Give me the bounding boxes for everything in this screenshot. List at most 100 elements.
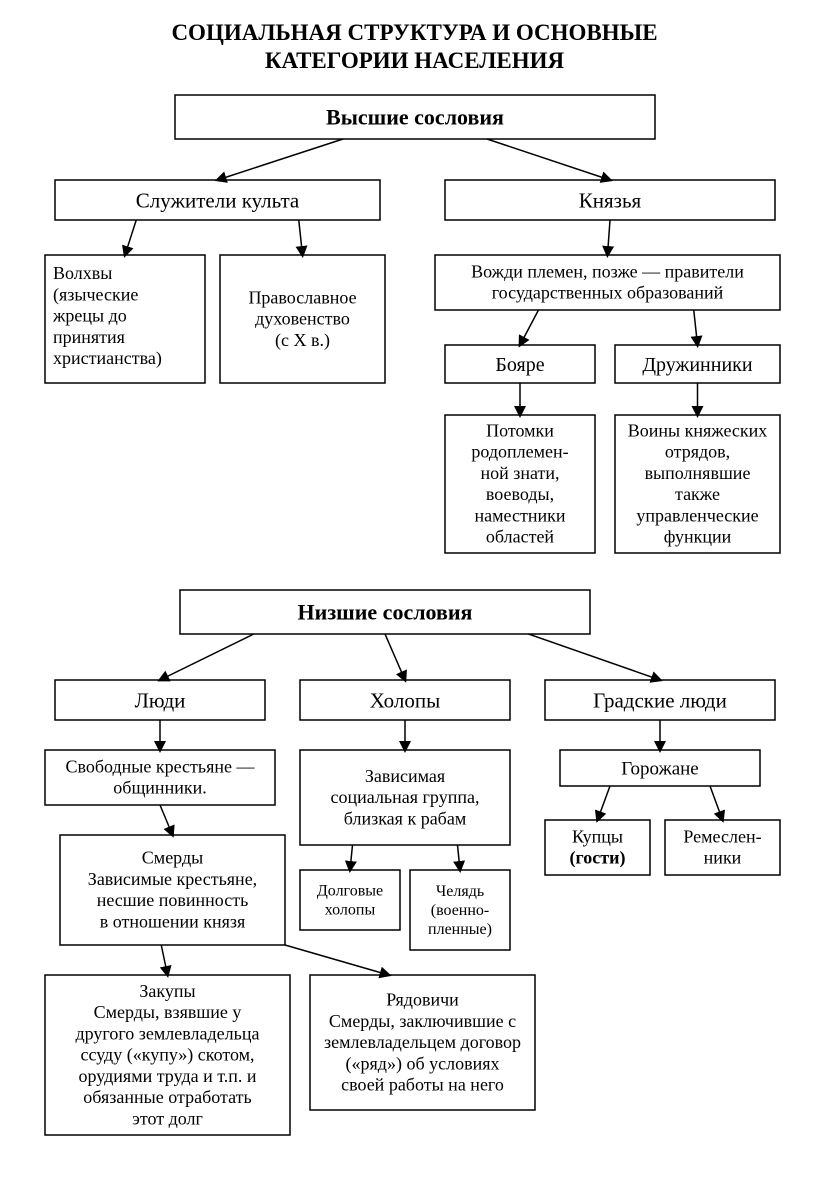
svg-text:другого землевладельца: другого землевладельца: [76, 1023, 260, 1043]
node-smerdy: СмердыЗависимые крестьяне,несшие повинно…: [60, 835, 285, 945]
edge-vozhdi-druzh: [694, 310, 698, 345]
svg-text:воеводы,: воеводы,: [486, 484, 554, 504]
node-cult: Служители культа: [55, 180, 380, 220]
svg-text:Горожане: Горожане: [621, 759, 699, 780]
edge-zavis-chel: [458, 845, 461, 870]
svg-text:управленческие: управленческие: [636, 505, 758, 525]
svg-text:в отношении князя: в отношении князя: [100, 911, 246, 931]
svg-text:ссуду («купу») скотом,: ссуду («купу») скотом,: [80, 1045, 254, 1066]
svg-text:обязанные отработать: обязанные отработать: [83, 1087, 251, 1107]
node-svobod: Свободные крестьяне —общинники.: [45, 750, 275, 805]
edge-smerdy-zakupy: [161, 945, 167, 975]
svg-text:Челядь: Челядь: [436, 883, 484, 900]
edge-smerdy-ryad: [285, 945, 389, 975]
svg-text:Зависимая: Зависимая: [365, 766, 445, 786]
edge-cult-pravo: [299, 220, 303, 255]
svg-text:Рядовичи: Рядовичи: [386, 990, 459, 1010]
svg-text:родоплемен-: родоплемен-: [471, 442, 568, 462]
node-volhvy: Волхвы(языческиежрецы допринятияхристиан…: [45, 255, 205, 383]
node-boyare_d: Потомкиродоплемен-ной знати,воеводы,наме…: [445, 415, 595, 553]
svg-text:Смерды, заключившие с: Смерды, заключившие с: [329, 1011, 516, 1031]
diagram-title-line-1: КАТЕГОРИИ НАСЕЛЕНИЯ: [265, 48, 565, 73]
svg-text:Закупы: Закупы: [139, 981, 195, 1001]
svg-text:Православное: Православное: [248, 287, 356, 307]
node-pravo: Православноедуховенство(с X в.): [220, 255, 385, 383]
node-zakupy: ЗакупыСмерды, взявшие удругого землевлад…: [45, 975, 290, 1135]
node-princes: Князья: [445, 180, 775, 220]
svg-text:(с X в.): (с X в.): [275, 330, 330, 351]
edge-low-lyudi: [160, 634, 254, 680]
edge-princes-vozhdi: [608, 220, 611, 255]
edge-vozhdi-boyare: [520, 310, 539, 345]
node-chel: Челядь (военно-пленные): [410, 870, 510, 950]
svg-text:духовенство: духовенство: [255, 309, 350, 329]
svg-text:Князья: Князья: [579, 188, 642, 212]
diagram-title-line-0: СОЦИАЛЬНАЯ СТРУКТУРА И ОСНОВНЫЕ: [171, 20, 657, 45]
node-grads: Градские люди: [545, 680, 775, 720]
svg-text:Холопы: Холопы: [370, 688, 440, 712]
svg-text:Свободные крестьяне —: Свободные крестьяне —: [65, 756, 255, 776]
svg-text:ники: ники: [704, 848, 742, 868]
svg-text:Зависимые крестьяне,: Зависимые крестьяне,: [88, 869, 257, 889]
svg-text:выполнявшие: выполнявшие: [645, 463, 751, 483]
edge-low-holopy: [385, 634, 405, 680]
svg-text:христианства): христианства): [53, 348, 162, 369]
node-low: Низшие сословия: [180, 590, 590, 634]
svg-text:землевладельцем договор: землевладельцем договор: [324, 1032, 521, 1052]
node-vozhdi: Вожди племен, позже — правителигосударст…: [435, 255, 780, 310]
node-gorod: Горожане: [560, 750, 760, 786]
edge-zavis-dolg: [350, 845, 353, 870]
svg-text:(«ряд») об условиях: («ряд») об условиях: [346, 1053, 500, 1074]
svg-text:пленные): пленные): [428, 921, 492, 938]
svg-text:Смерды, взявшие у: Смерды, взявшие у: [94, 1002, 242, 1022]
svg-text:Купцы: Купцы: [572, 826, 623, 846]
svg-text:Высшие сословия: Высшие сословия: [326, 105, 504, 130]
svg-text:также: также: [675, 484, 720, 504]
edge-top-princes: [487, 139, 610, 180]
svg-text:орудиями труда и т.п. и: орудиями труда и т.п. и: [79, 1066, 257, 1086]
svg-text:близкая к рабам: близкая к рабам: [344, 808, 466, 828]
svg-text:этот долг: этот долг: [132, 1108, 203, 1128]
edge-svobod-smerdy: [160, 805, 173, 835]
node-druzh_d: Воины княжескихотрядов,выполнявшиетакжеу…: [615, 415, 780, 553]
svg-text:своей работы на него: своей работы на него: [341, 1075, 504, 1095]
edge-gorod-remes: [710, 786, 723, 820]
node-boyare: Бояре: [445, 345, 595, 383]
svg-text:Воины княжеских: Воины княжеских: [628, 420, 768, 440]
svg-text:ной знати,: ной знати,: [480, 463, 559, 483]
svg-text:Долговые: Долговые: [317, 883, 383, 900]
svg-text:функции: функции: [664, 527, 732, 547]
svg-text:(языческие: (языческие: [53, 284, 138, 305]
svg-text:холопы: холопы: [325, 901, 376, 918]
svg-text:наместники: наместники: [475, 505, 566, 525]
svg-text:Вожди племен, позже — правител: Вожди племен, позже — правители: [471, 261, 744, 281]
svg-text:Градские люди: Градские люди: [593, 688, 727, 712]
svg-text:Дружинники: Дружинники: [642, 354, 752, 376]
svg-text:областей: областей: [486, 527, 555, 547]
svg-text:(военно-: (военно-: [431, 902, 490, 919]
node-lyudi: Люди: [55, 680, 265, 720]
node-holopy: Холопы: [300, 680, 510, 720]
svg-text:государственных образований: государственных образований: [492, 283, 724, 303]
edge-gorod-kupcy: [598, 786, 611, 820]
node-ryad: РядовичиСмерды, заключившие сземлевладел…: [310, 975, 535, 1110]
svg-text:Служители культа: Служители культа: [136, 188, 300, 212]
svg-text:Бояре: Бояре: [495, 354, 544, 376]
svg-text:принятия: принятия: [53, 327, 125, 347]
svg-text:социальная группа,: социальная группа,: [331, 787, 480, 807]
svg-text:Люди: Люди: [135, 688, 186, 712]
social-structure-diagram: СОЦИАЛЬНАЯ СТРУКТУРА И ОСНОВНЫЕ КАТЕГОРИИ…: [0, 0, 829, 1200]
node-kupcy: Купцы(гости): [545, 820, 650, 875]
svg-text:жрецы до: жрецы до: [52, 306, 127, 326]
node-zavis: Зависимаясоциальная группа,близкая к раб…: [300, 750, 510, 845]
edge-top-cult: [218, 139, 344, 180]
node-remes: Ремеслен-ники: [665, 820, 780, 875]
edge-low-grads: [529, 634, 661, 680]
svg-text:Ремеслен-: Ремеслен-: [683, 826, 761, 846]
svg-text:Потомки: Потомки: [486, 420, 554, 440]
node-druzh: Дружинники: [615, 345, 780, 383]
svg-text:несшие повинность: несшие повинность: [97, 890, 249, 910]
node-dolg: Долговыехолопы: [300, 870, 400, 930]
node-top: Высшие сословия: [175, 95, 655, 139]
svg-text:(гости): (гости): [570, 848, 626, 869]
